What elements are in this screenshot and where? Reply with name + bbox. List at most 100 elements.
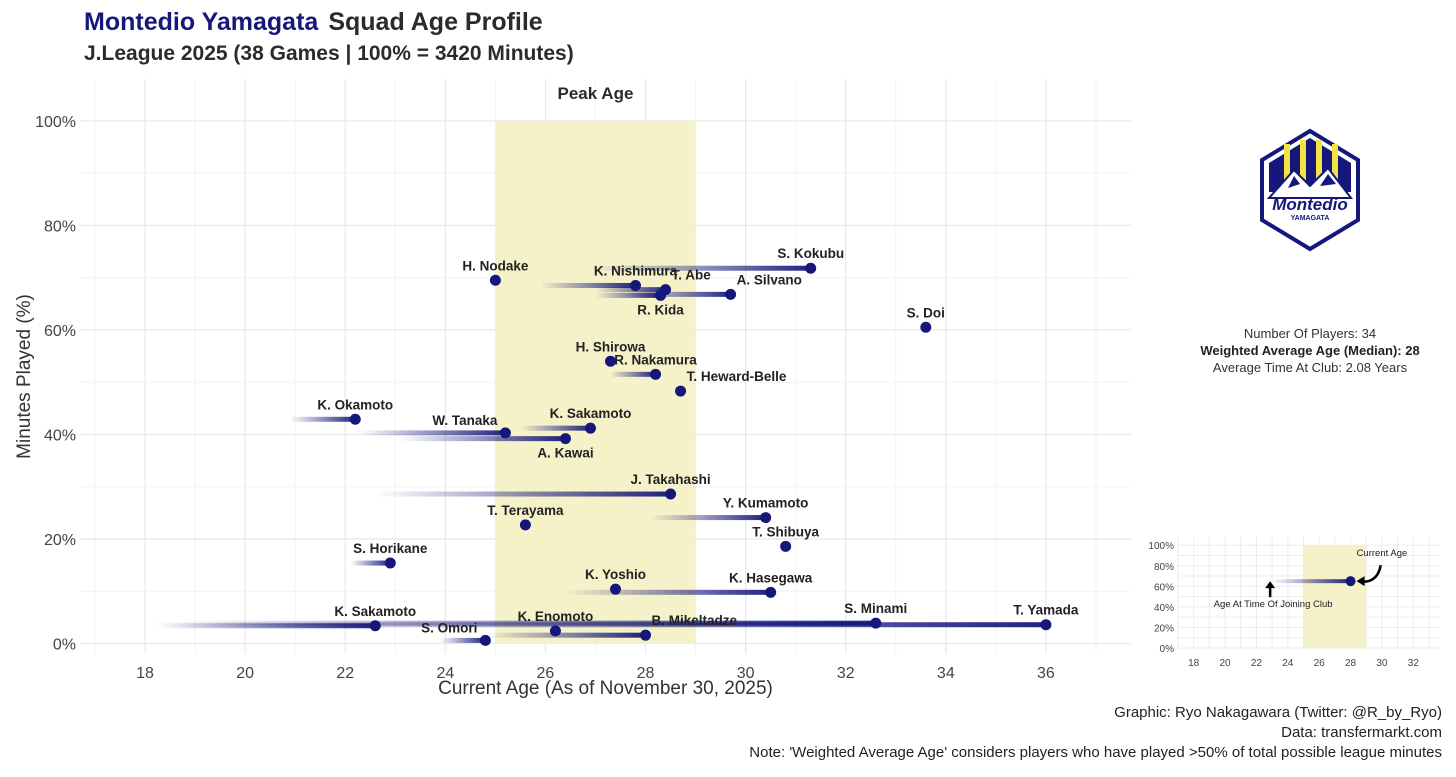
tenure-segment: [375, 491, 671, 497]
player-point: [489, 274, 501, 286]
player-label: B. Mikeltadze: [652, 613, 738, 628]
player-label: T. Yamada: [1013, 603, 1079, 618]
weighted-average-age: Weighted Average Age (Median): 28: [1200, 343, 1420, 358]
player-point: [369, 620, 381, 632]
y-tick-label: 100%: [35, 114, 76, 131]
credit-data-source: Data: transfermarkt.com: [1281, 724, 1442, 741]
player-label: S. Omori: [421, 620, 477, 635]
player-point: [610, 583, 622, 595]
inset-x-tick-label: 26: [1314, 658, 1326, 669]
tenure-segment: [610, 371, 656, 377]
player-label: A. Kawai: [537, 446, 593, 461]
inset-x-tick-label: 24: [1282, 658, 1294, 669]
player-label: K. Sakamoto: [550, 406, 632, 421]
inset-y-tick-label: 0%: [1160, 644, 1175, 655]
player-label: S. Horikane: [353, 541, 428, 556]
player-label: R. Nakamura: [614, 352, 697, 367]
y-tick-label: 0%: [53, 637, 76, 654]
inset-current-age-label: Current Age: [1357, 548, 1408, 559]
average-time-at-club: Average Time At Club: 2.08 Years: [1212, 360, 1408, 375]
inset-example-point: [1345, 576, 1356, 587]
current-age-arrowhead: [1356, 576, 1365, 587]
tenure-segment: [290, 416, 356, 422]
inset-y-tick-label: 40%: [1154, 603, 1174, 614]
player-label: K. Yoshio: [585, 567, 646, 582]
tenure-segment: [540, 282, 636, 288]
player-label: R. Kida: [637, 302, 684, 317]
tenure-segment: [160, 623, 376, 629]
player-label: T. Shibuya: [752, 524, 819, 539]
credit-graphic: Graphic: Ryo Nakagawara (Twitter: @R_by_…: [1114, 704, 1442, 721]
x-tick-label: 22: [336, 665, 354, 682]
tenure-segment: [485, 632, 646, 638]
player-label: K. Okamoto: [317, 397, 393, 412]
tenure-segment: [440, 637, 486, 643]
number-of-players: Number Of Players: 34: [1243, 326, 1377, 341]
y-axis-title: Minutes Played (%): [14, 294, 35, 459]
inset-y-tick-label: 80%: [1154, 562, 1174, 573]
player-point: [479, 634, 491, 646]
x-tick-label: 18: [136, 665, 154, 682]
player-label: K. Sakamoto: [334, 604, 416, 619]
tenure-segments: [150, 265, 1046, 643]
player-point: [675, 385, 687, 397]
tenure-segment: [595, 287, 666, 293]
y-tick-label: 40%: [44, 427, 76, 444]
title-text: Squad Age Profile: [328, 8, 543, 36]
player-label: A. Silvano: [737, 272, 802, 287]
player-point: [605, 355, 617, 367]
inset-y-tick-label: 100%: [1148, 541, 1174, 552]
inset-example-segment: [1272, 579, 1351, 584]
player-label: S. Doi: [907, 305, 945, 320]
player-point: [559, 433, 571, 445]
player-point: [549, 625, 561, 637]
player-point: [870, 617, 882, 629]
tenure-segment: [150, 622, 1046, 628]
player-point: [630, 279, 642, 291]
chart-title: Montedio Yamagata Squad Age Profile: [84, 8, 543, 37]
player-point: [780, 540, 792, 552]
player-point: [665, 488, 677, 500]
peak-age-band: Peak Age: [495, 84, 696, 644]
inset-x-tick-label: 28: [1345, 658, 1357, 669]
player-label: W. Tanaka: [432, 413, 498, 428]
player-label: Y. Kumamoto: [723, 496, 809, 511]
chart-subtitle: J.League 2025 (38 Games | 100% = 3420 Mi…: [84, 42, 574, 65]
tenure-segment: [650, 515, 766, 521]
player-point: [519, 519, 531, 531]
inset-x-tick-label: 32: [1408, 658, 1420, 669]
player-point: [805, 262, 817, 274]
y-tick-label: 80%: [44, 218, 76, 235]
player-label: S. Kokubu: [777, 246, 844, 261]
player-point: [1040, 619, 1052, 631]
x-tick-label: 34: [937, 665, 955, 682]
tenure-segment: [520, 425, 591, 431]
player-point: [655, 289, 667, 301]
credit-note: Note: 'Weighted Average Age' considers p…: [749, 744, 1442, 761]
inset-x-tick-label: 20: [1220, 658, 1232, 669]
player-label: J. Takahashi: [631, 472, 711, 487]
inset-x-tick-label: 22: [1251, 658, 1263, 669]
player-label: H. Shirowa: [576, 339, 646, 354]
x-tick-label: 26: [537, 665, 555, 682]
legend-inset-chart: Current Age Age At Time Of Joining Club 18…: [1148, 537, 1440, 669]
inset-y-tick-label: 20%: [1154, 623, 1174, 634]
x-axis-title: Current Age (As of November 30, 2025): [438, 678, 773, 699]
inset-x-tick-label: 18: [1188, 658, 1200, 669]
tenure-segment: [625, 291, 731, 297]
player-label: T. Heward-Belle: [687, 369, 787, 384]
peak-age-rect: [495, 120, 696, 644]
player-point: [640, 629, 652, 641]
x-tick-label: 32: [837, 665, 855, 682]
inset-x-tick-label: 30: [1376, 658, 1388, 669]
player-point: [760, 512, 772, 524]
player-label: K. Enomoto: [518, 609, 594, 624]
summary-stats: Number Of Players: 34 Weighted Average A…: [1180, 325, 1440, 376]
player-label: T. Terayama: [487, 503, 564, 518]
player-label: T. Abe: [672, 268, 712, 283]
player-label: H. Nodake: [462, 258, 529, 273]
player-point: [920, 321, 932, 333]
player-point: [765, 586, 777, 598]
player-points: [349, 262, 1052, 646]
